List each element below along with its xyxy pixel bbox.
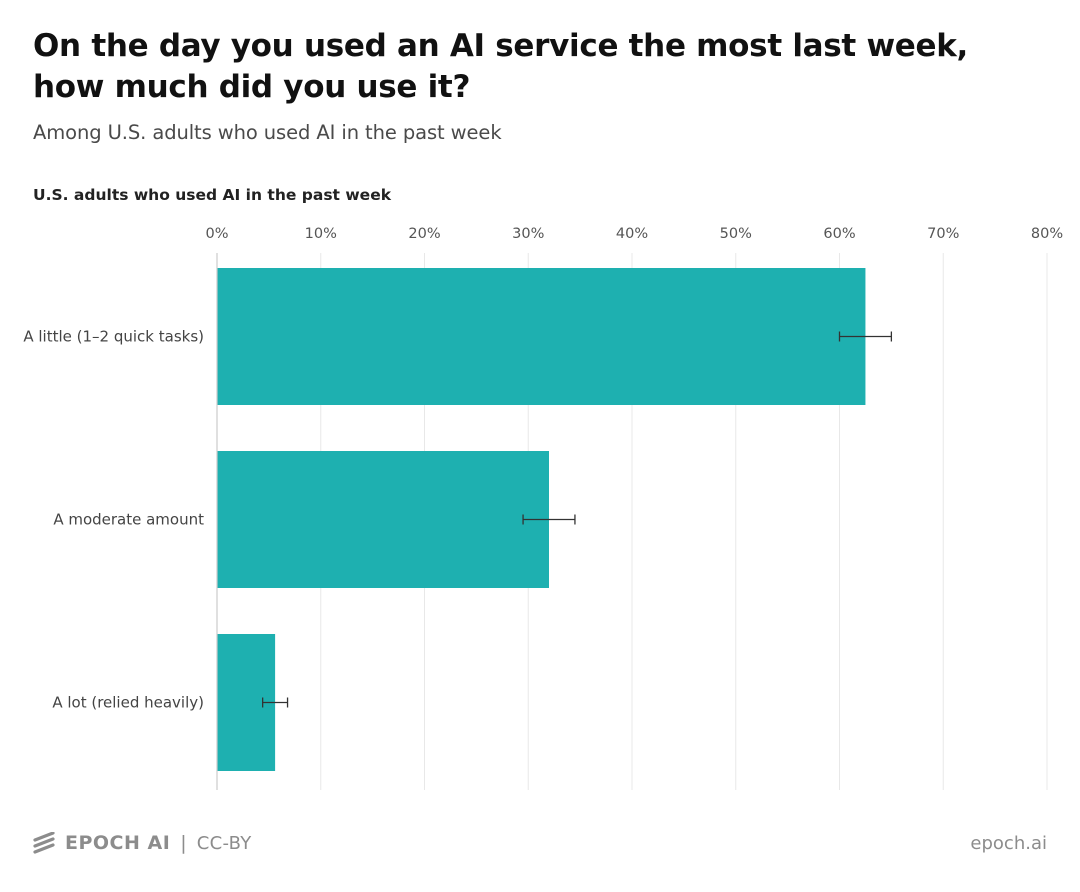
x-tick-label: 30% bbox=[512, 226, 544, 242]
chart-heading: U.S. adults who used AI in the past week bbox=[33, 186, 392, 204]
x-tick-label: 60% bbox=[823, 226, 855, 242]
category-label: A little (1–2 quick tasks) bbox=[23, 328, 204, 346]
category-label: A lot (relied heavily) bbox=[52, 694, 204, 712]
footer-separator: | bbox=[180, 832, 187, 854]
x-tick-label: 40% bbox=[616, 226, 648, 242]
bar bbox=[217, 451, 549, 588]
x-tick-label: 0% bbox=[205, 226, 228, 242]
x-tick-label: 10% bbox=[305, 226, 337, 242]
footer-brand: EPOCH AI bbox=[65, 832, 171, 854]
footer-license: CC-BY bbox=[196, 832, 252, 854]
chart-title: On the day you used an AI service the mo… bbox=[33, 28, 969, 105]
bar-chart: 0% 10% 20% 30% 40% 50% 60% 70% 80% A little (1–2 … bbox=[23, 226, 1063, 790]
bar bbox=[217, 268, 866, 405]
footer-site[interactable]: epoch.ai bbox=[970, 833, 1047, 854]
category-label: A moderate amount bbox=[53, 511, 204, 529]
x-tick-label: 20% bbox=[408, 226, 440, 242]
chart-subtitle: Among U.S. adults who used AI in the pas… bbox=[33, 121, 502, 144]
footer-logo: EPOCH AI | CC-BY bbox=[33, 832, 252, 854]
x-tick-label: 80% bbox=[1031, 226, 1063, 242]
x-tick-label: 50% bbox=[720, 226, 752, 242]
epoch-stripes-icon bbox=[33, 832, 55, 854]
x-tick-label: 70% bbox=[927, 226, 959, 242]
